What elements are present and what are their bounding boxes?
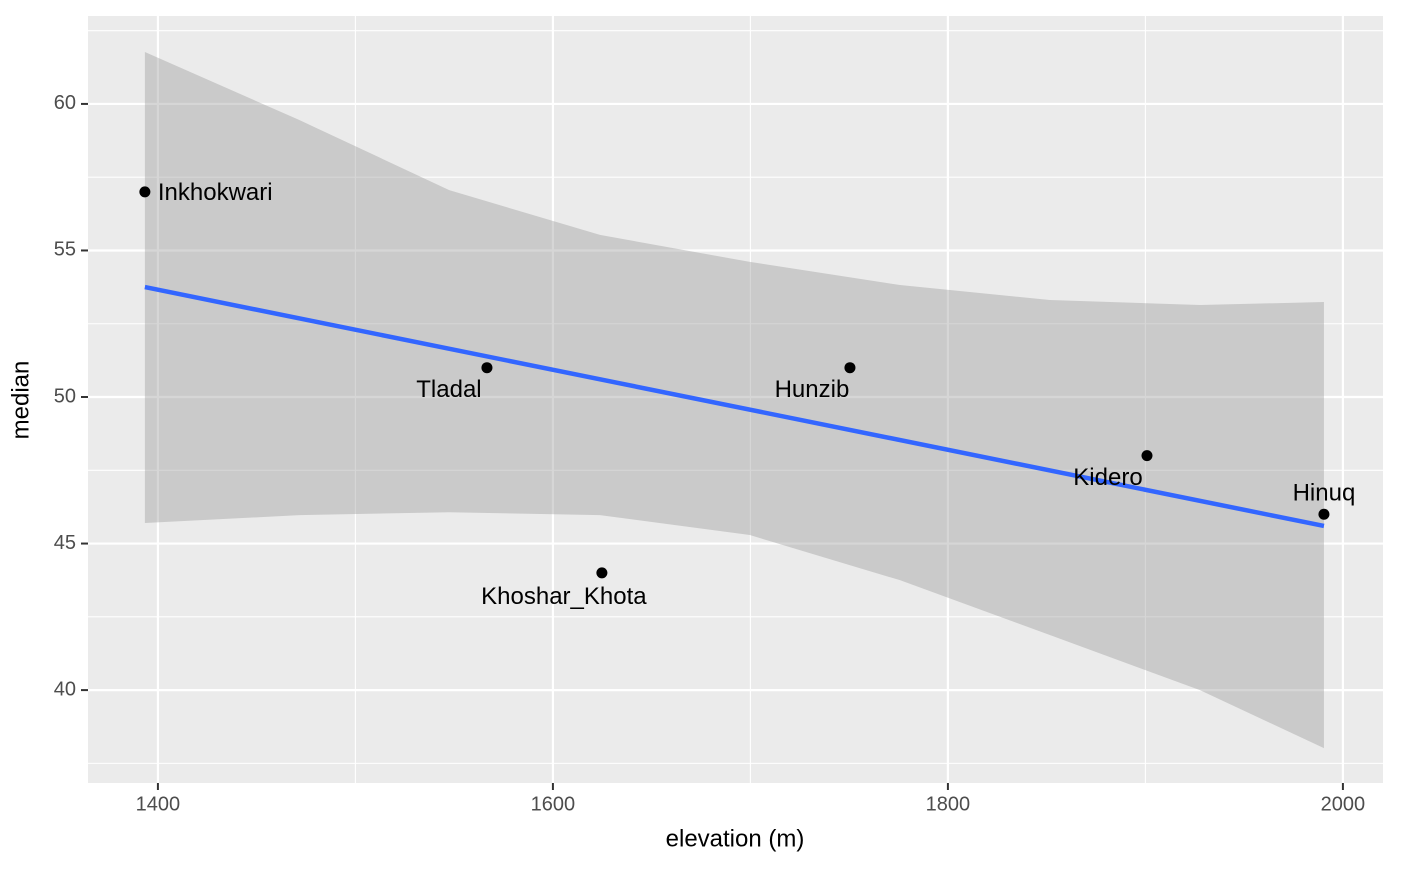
confidence-band xyxy=(144,52,1324,749)
x-tick-label: 2000 xyxy=(1321,793,1366,815)
y-axis-title: median xyxy=(7,361,34,440)
point-label: Khoshar_Khota xyxy=(481,583,647,610)
y-tick-label: 45 xyxy=(54,532,76,554)
point xyxy=(481,362,493,374)
x-tick-label: 1800 xyxy=(926,793,971,815)
point xyxy=(139,186,151,198)
point-label: Inkhokwari xyxy=(158,179,273,206)
panel xyxy=(88,16,1383,783)
x-tick-label: 1400 xyxy=(136,793,181,815)
y-tick-label: 40 xyxy=(54,678,76,700)
y-tick-label: 55 xyxy=(54,239,76,261)
point-label: Hunzib xyxy=(775,376,850,403)
fit-line xyxy=(144,284,1325,529)
point-label: Hinuq xyxy=(1293,480,1356,507)
y-tick-label: 50 xyxy=(54,385,76,407)
y-tick-label: 60 xyxy=(54,92,76,114)
point xyxy=(844,362,856,374)
point xyxy=(596,567,608,579)
point xyxy=(1141,450,1153,462)
x-tick-label: 1600 xyxy=(531,793,576,815)
x-axis-title: elevation (m) xyxy=(666,825,805,852)
point-label: Tladal xyxy=(416,376,481,403)
point-label: Kidero xyxy=(1073,464,1142,491)
point xyxy=(1318,508,1330,520)
